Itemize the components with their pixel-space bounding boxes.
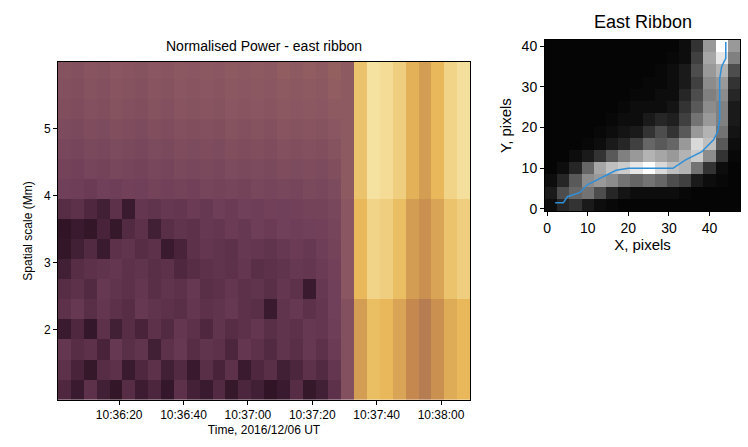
svg-text:40: 40	[702, 220, 718, 236]
svg-text:0: 0	[529, 201, 537, 217]
svg-text:Spatial scale (Mm): Spatial scale (Mm)	[21, 181, 35, 280]
svg-text:30: 30	[522, 79, 538, 95]
svg-text:5: 5	[44, 122, 51, 136]
svg-text:10: 10	[522, 160, 538, 176]
svg-text:40: 40	[522, 38, 538, 54]
svg-text:East Ribbon: East Ribbon	[594, 12, 692, 32]
svg-text:10:37:00: 10:37:00	[225, 408, 272, 422]
svg-text:10: 10	[580, 220, 596, 236]
svg-text:Time, 2016/12/06 UT: Time, 2016/12/06 UT	[208, 423, 321, 437]
svg-text:10:37:40: 10:37:40	[353, 408, 400, 422]
svg-text:20: 20	[522, 119, 538, 135]
svg-text:Y, pixels: Y, pixels	[497, 98, 514, 153]
svg-text:10:36:40: 10:36:40	[160, 408, 207, 422]
svg-text:X, pixels: X, pixels	[614, 236, 671, 253]
svg-text:10:38:00: 10:38:00	[418, 408, 465, 422]
svg-text:30: 30	[661, 220, 677, 236]
svg-text:Normalised Power - east ribbon: Normalised Power - east ribbon	[166, 38, 362, 54]
svg-text:0: 0	[543, 220, 551, 236]
svg-text:10:36:20: 10:36:20	[96, 408, 143, 422]
svg-text:4: 4	[44, 189, 51, 203]
svg-text:20: 20	[620, 220, 636, 236]
svg-text:2: 2	[44, 323, 51, 337]
svg-text:10:37:20: 10:37:20	[289, 408, 336, 422]
svg-text:3: 3	[44, 256, 51, 270]
